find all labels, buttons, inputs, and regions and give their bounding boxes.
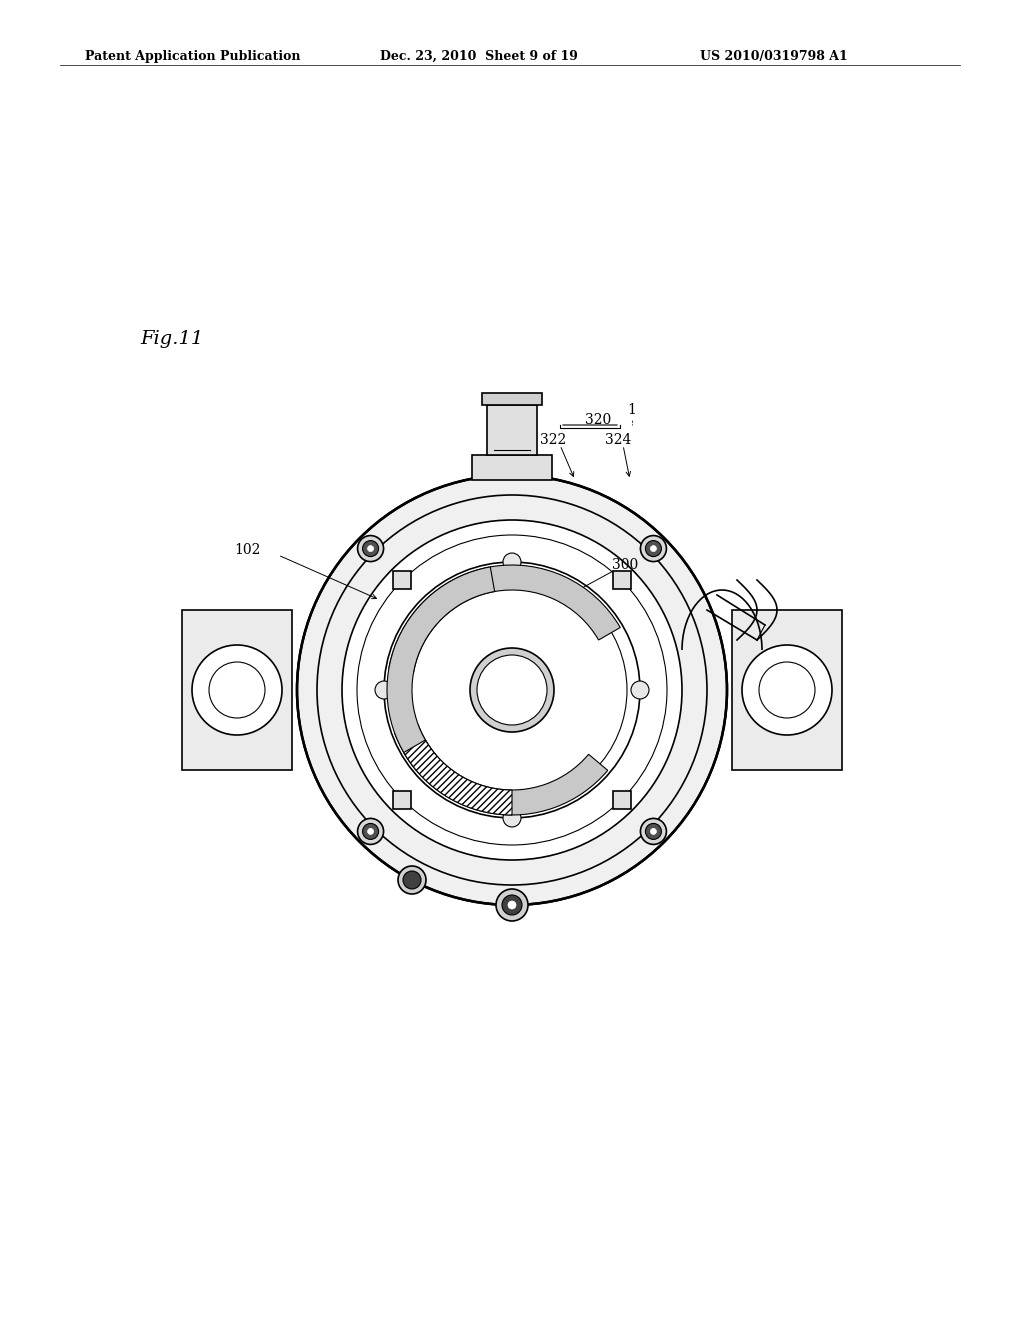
Circle shape	[193, 645, 282, 735]
Wedge shape	[394, 725, 608, 814]
Polygon shape	[612, 791, 631, 809]
Text: 320: 320	[585, 413, 611, 426]
Polygon shape	[487, 405, 537, 455]
Polygon shape	[393, 572, 412, 590]
Polygon shape	[472, 455, 552, 480]
Text: 1: 1	[628, 403, 637, 417]
Circle shape	[502, 895, 522, 915]
Wedge shape	[387, 566, 495, 771]
Text: 322: 322	[540, 433, 566, 447]
Circle shape	[368, 829, 374, 834]
Circle shape	[645, 824, 662, 840]
Circle shape	[496, 888, 528, 921]
Polygon shape	[393, 791, 412, 809]
Circle shape	[398, 866, 426, 894]
Polygon shape	[612, 572, 631, 590]
Circle shape	[357, 536, 384, 561]
Circle shape	[395, 573, 410, 587]
Polygon shape	[732, 610, 842, 770]
Text: 102: 102	[234, 543, 261, 557]
Circle shape	[362, 541, 379, 557]
Circle shape	[650, 545, 656, 552]
Circle shape	[614, 573, 629, 587]
Circle shape	[614, 792, 629, 807]
Polygon shape	[182, 610, 292, 770]
Wedge shape	[403, 741, 512, 814]
Circle shape	[508, 902, 516, 909]
Text: US 2010/0319798 A1: US 2010/0319798 A1	[700, 50, 848, 63]
Circle shape	[362, 824, 379, 840]
Text: 324: 324	[605, 433, 631, 447]
Wedge shape	[389, 565, 621, 673]
Circle shape	[297, 475, 727, 906]
Text: Patent Application Publication: Patent Application Publication	[85, 50, 300, 63]
Circle shape	[403, 871, 421, 888]
Text: Fig.11: Fig.11	[140, 330, 203, 348]
Circle shape	[470, 648, 554, 733]
Circle shape	[368, 545, 374, 552]
Circle shape	[503, 809, 521, 828]
Circle shape	[384, 562, 640, 818]
Circle shape	[618, 796, 625, 803]
Text: 300: 300	[612, 558, 638, 572]
Circle shape	[395, 792, 410, 807]
Polygon shape	[482, 393, 542, 405]
Circle shape	[399, 577, 406, 583]
Circle shape	[375, 681, 393, 700]
Circle shape	[503, 553, 521, 572]
Circle shape	[645, 541, 662, 557]
Circle shape	[399, 796, 406, 803]
Circle shape	[650, 829, 656, 834]
Circle shape	[742, 645, 831, 735]
Circle shape	[640, 536, 667, 561]
Circle shape	[357, 818, 384, 845]
Text: Dec. 23, 2010  Sheet 9 of 19: Dec. 23, 2010 Sheet 9 of 19	[380, 50, 578, 63]
Circle shape	[477, 655, 547, 725]
Circle shape	[618, 577, 625, 583]
Circle shape	[342, 520, 682, 861]
Circle shape	[640, 818, 667, 845]
Circle shape	[631, 681, 649, 700]
